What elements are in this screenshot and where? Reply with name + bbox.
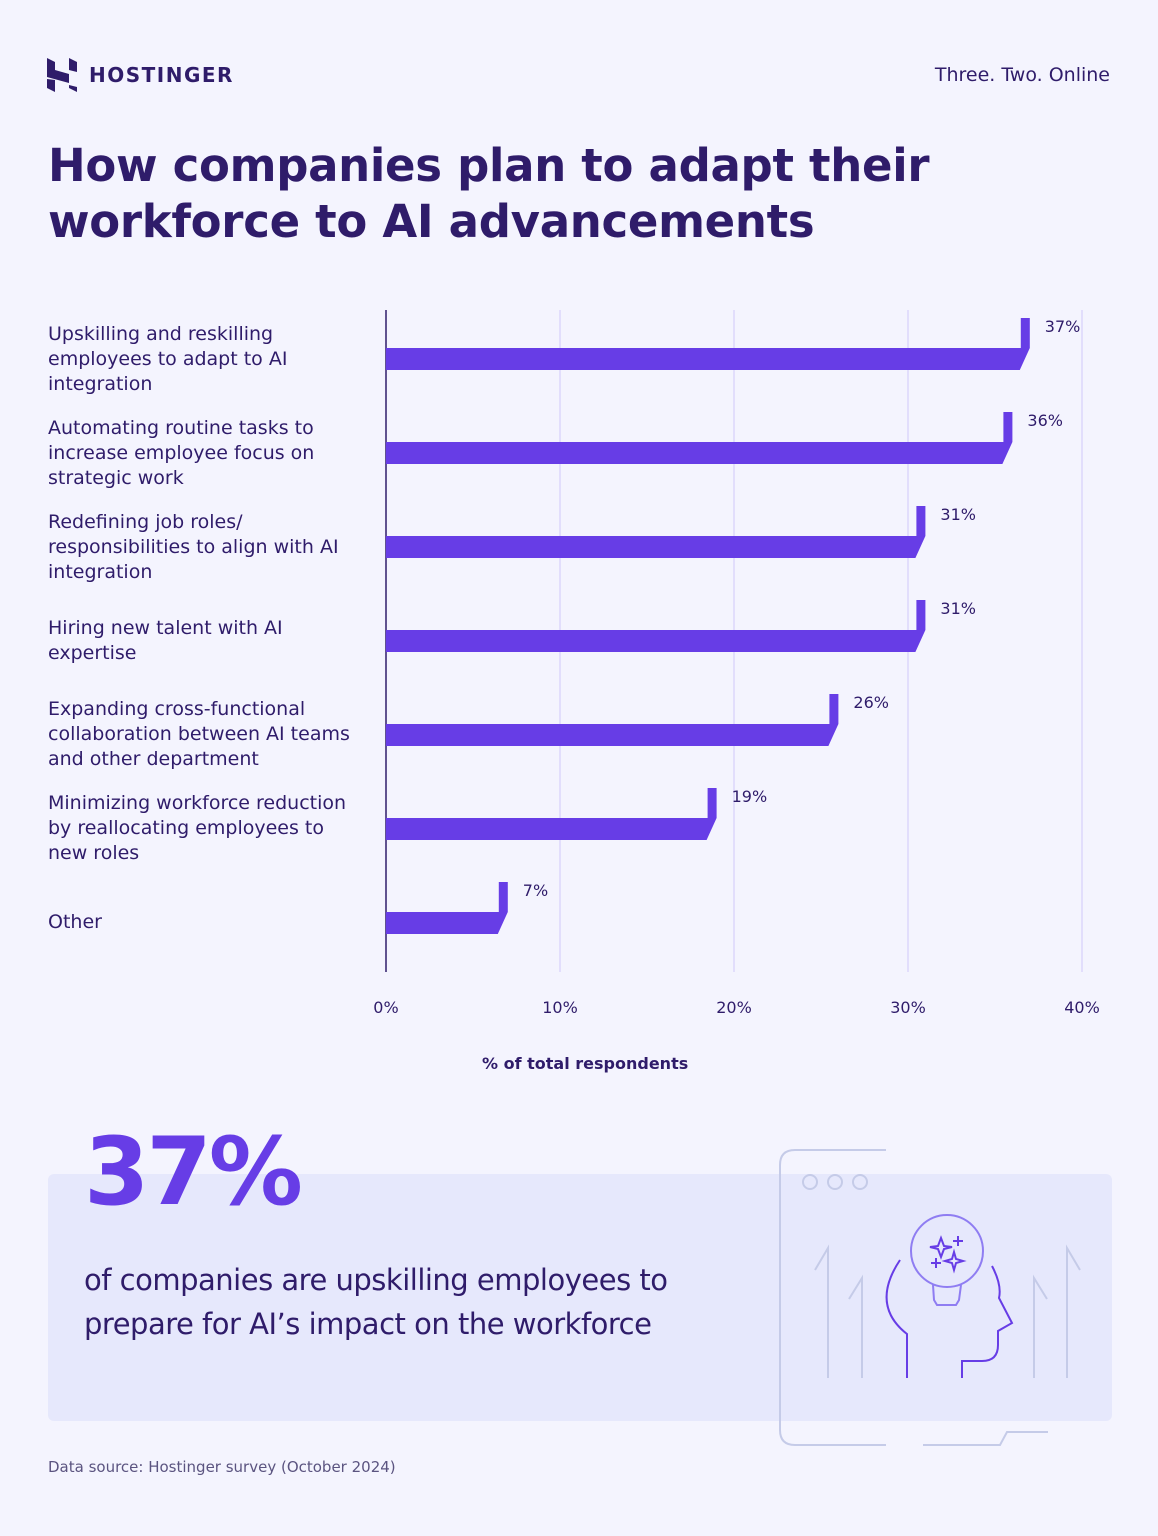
bar-chart: 0% 10% 20% 30% 40% 37% 36% 31% 31% 26% 19% 7% [373, 310, 1100, 1017]
bar [386, 694, 839, 746]
category-label: Upskilling and reskilling employees to a… [48, 323, 288, 395]
x-tick-label: 10% [542, 998, 578, 1017]
category-label: Expanding cross-functional collaboration… [48, 698, 350, 770]
data-label: 36% [1027, 411, 1063, 430]
category-label: Hiring new talent with AI expertise [48, 617, 283, 664]
brand-name: HOSTINGER [89, 63, 234, 87]
hostinger-logo-icon [47, 58, 77, 92]
highlight-text: of companies are upskilling employees to… [84, 1263, 668, 1341]
bar [386, 412, 1013, 464]
bar [386, 882, 508, 934]
data-label: 31% [940, 505, 976, 524]
data-label: 31% [940, 599, 976, 618]
x-tick-label: 20% [716, 998, 752, 1017]
x-axis-label: % of total respondents [482, 1054, 689, 1073]
bar [386, 318, 1030, 370]
data-label: 19% [732, 787, 768, 806]
highlight-value: 37% [84, 1118, 303, 1227]
data-label: 7% [523, 881, 548, 900]
head-with-lightbulb-sparkles-icon [779, 1149, 1081, 1446]
data-label: 26% [853, 693, 889, 712]
category-label: Redefining job roles/ responsibilities t… [48, 511, 339, 583]
bar [386, 506, 926, 558]
data-source: Data source: Hostinger survey (October 2… [48, 1458, 396, 1476]
x-tick-label: 30% [890, 998, 926, 1017]
category-label: Other [48, 911, 102, 933]
bar [386, 600, 926, 652]
data-label: 37% [1045, 317, 1081, 336]
category-label: Minimizing workforce reduction by reallo… [48, 792, 347, 864]
category-label: Automating routine tasks to increase emp… [48, 417, 315, 489]
x-tick-label: 40% [1064, 998, 1100, 1017]
page-title: How companies plan to adapt their workfo… [48, 139, 930, 248]
tagline: Three. Two. Online [934, 64, 1110, 86]
x-tick-label: 0% [373, 998, 398, 1017]
bar [386, 788, 717, 840]
